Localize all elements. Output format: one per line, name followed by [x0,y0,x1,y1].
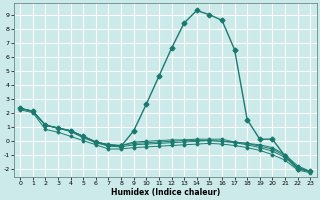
X-axis label: Humidex (Indice chaleur): Humidex (Indice chaleur) [111,188,220,197]
